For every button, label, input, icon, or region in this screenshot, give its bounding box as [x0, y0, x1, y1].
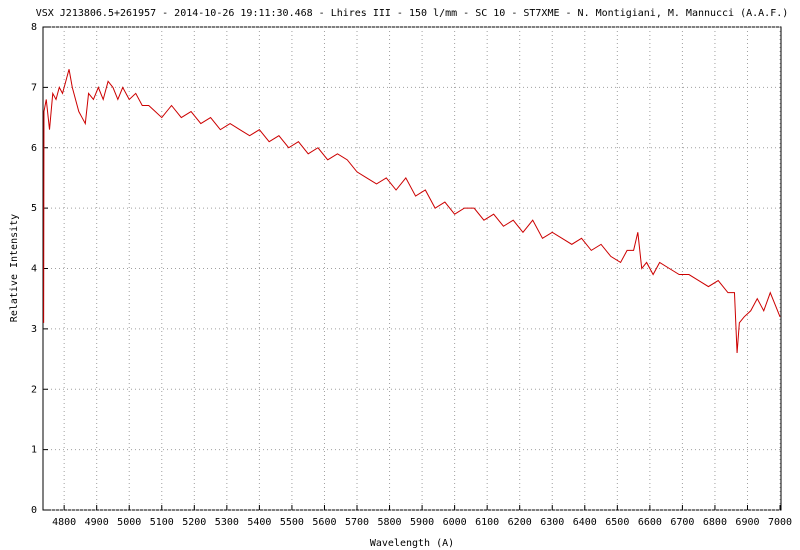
x-tick-label: 6400: [573, 517, 597, 528]
x-tick-label: 7000: [768, 517, 792, 528]
x-tick-label: 5000: [117, 517, 141, 528]
x-tick-label: 5200: [182, 517, 206, 528]
x-tick-label: 6000: [443, 517, 467, 528]
x-tick-label: 6500: [605, 517, 629, 528]
x-tick-label: 5600: [312, 517, 336, 528]
x-axis-label: Wavelength (A): [370, 538, 454, 549]
x-tick-label: 6300: [540, 517, 564, 528]
x-tick-label: 4800: [52, 517, 76, 528]
x-tick-label: 6800: [703, 517, 727, 528]
y-tick-label: 6: [31, 143, 37, 154]
x-tick-label: 5300: [215, 517, 239, 528]
x-tick-label: 6600: [638, 517, 662, 528]
x-tick-label: 6100: [475, 517, 499, 528]
y-tick-label: 8: [31, 22, 37, 33]
y-axis-label: Relative Intensity: [9, 214, 20, 322]
y-tick-label: 2: [31, 384, 37, 395]
x-tick-label: 5100: [150, 517, 174, 528]
x-tick-label: 6700: [670, 517, 694, 528]
x-tick-label: 5500: [280, 517, 304, 528]
spectrum-line: [43, 69, 781, 354]
x-tick-label: 5400: [247, 517, 271, 528]
y-tick-label: 1: [31, 445, 37, 456]
y-tick-label: 0: [31, 505, 37, 516]
y-tick-label: 5: [31, 203, 37, 214]
y-tick-label: 7: [31, 82, 37, 93]
x-tick-label: 5800: [378, 517, 402, 528]
y-tick-label: 3: [31, 324, 37, 335]
x-tick-label: 5700: [345, 517, 369, 528]
x-tick-label: 4900: [85, 517, 109, 528]
chart-title: VSX J213806.5+261957 - 2014-10-26 19:11:…: [36, 8, 789, 19]
y-tick-label: 4: [31, 264, 37, 275]
x-tick-label: 6900: [735, 517, 759, 528]
x-tick-label: 5900: [410, 517, 434, 528]
x-tick-label: 6200: [508, 517, 532, 528]
